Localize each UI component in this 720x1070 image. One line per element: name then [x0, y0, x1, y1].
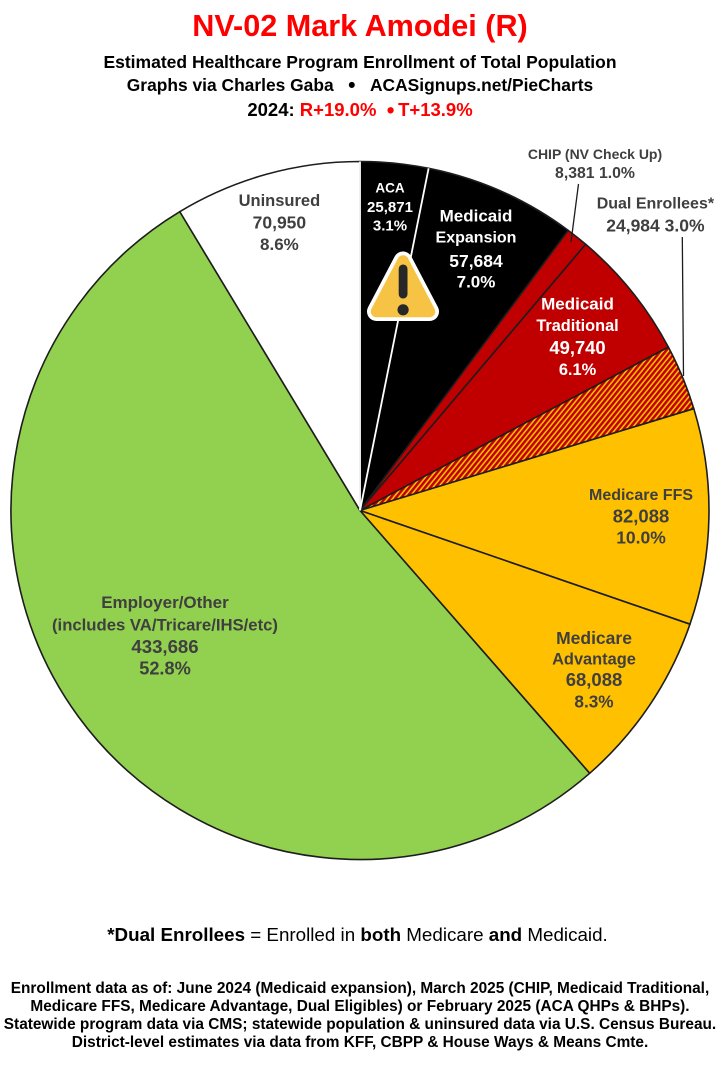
svg-text:10.0%: 10.0%	[616, 528, 666, 548]
svg-text:Medicare FFS: Medicare FFS	[589, 487, 693, 504]
svg-text:7.0%: 7.0%	[457, 272, 496, 291]
svg-text:Employer/Other: Employer/Other	[101, 593, 229, 612]
svg-text:Expansion: Expansion	[436, 229, 517, 246]
svg-text:8.3%: 8.3%	[574, 692, 613, 712]
svg-text:3.1%: 3.1%	[373, 218, 407, 235]
svg-text:52.8%: 52.8%	[139, 658, 191, 678]
svg-text:(includes VA/Tricare/IHS/etc): (includes VA/Tricare/IHS/etc)	[52, 616, 278, 635]
svg-text:Medicare: Medicare	[556, 628, 632, 648]
svg-text:25,871: 25,871	[367, 199, 413, 216]
svg-text:Medicaid: Medicaid	[440, 207, 513, 226]
svg-text:ACA: ACA	[375, 181, 404, 196]
svg-text:24,984 3.0%: 24,984 3.0%	[606, 216, 705, 236]
svg-text:CHIP (NV Check Up): CHIP (NV Check Up)	[528, 146, 662, 162]
svg-text:8,381 1.0%: 8,381 1.0%	[555, 165, 635, 182]
svg-text:68,088: 68,088	[566, 669, 623, 690]
svg-text:Advantage: Advantage	[552, 651, 636, 669]
svg-text:8.6%: 8.6%	[260, 235, 299, 254]
svg-text:57,684: 57,684	[449, 251, 503, 271]
svg-text:433,686: 433,686	[131, 636, 198, 657]
svg-text:Dual Enrollees*: Dual Enrollees*	[597, 195, 715, 212]
svg-text:82,088: 82,088	[613, 506, 670, 527]
svg-text:70,950: 70,950	[253, 212, 307, 232]
svg-text:Medicaid: Medicaid	[541, 295, 614, 314]
svg-text:Uninsured: Uninsured	[239, 192, 321, 210]
svg-text:Traditional: Traditional	[536, 317, 618, 335]
svg-text:49,740: 49,740	[549, 337, 605, 358]
svg-text:6.1%: 6.1%	[559, 361, 597, 379]
